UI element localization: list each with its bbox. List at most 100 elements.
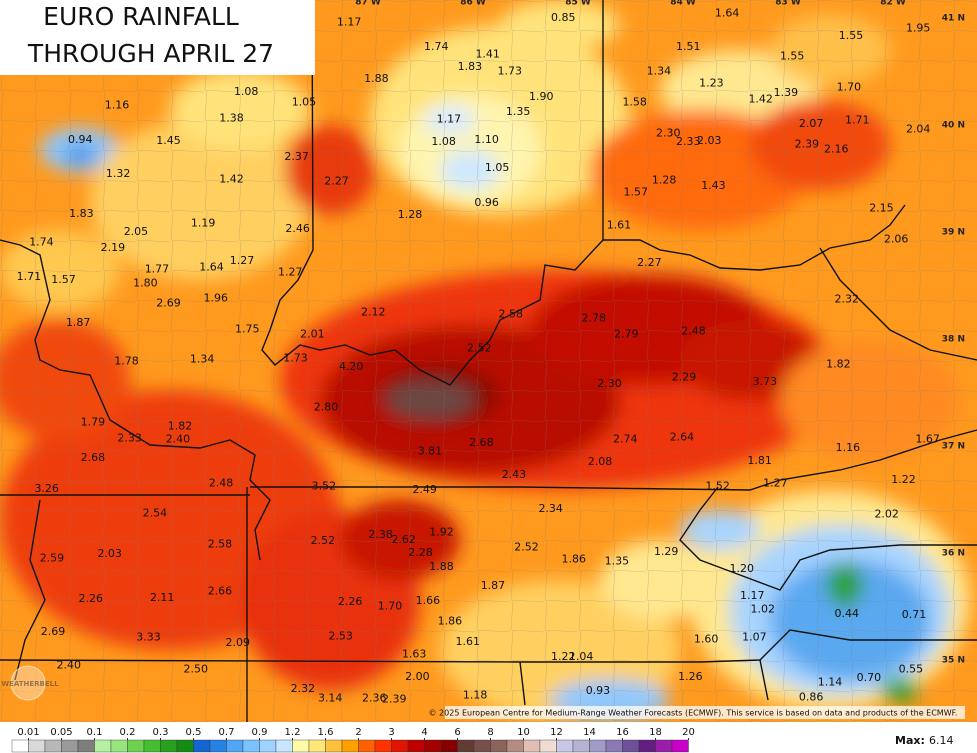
- rain-value: 2.26: [79, 592, 104, 605]
- colorbar-box: [490, 739, 508, 753]
- rain-value: 2.79: [614, 328, 639, 341]
- rain-value: 2.33: [117, 432, 142, 445]
- colorbar-label: 6: [454, 727, 460, 738]
- lat-tick-label: 40 N: [942, 121, 965, 131]
- colorbar-box: [292, 739, 310, 753]
- colorbar-box: [589, 739, 607, 753]
- colorbar-box: [308, 739, 326, 753]
- colorbar-label: 4: [421, 727, 427, 738]
- rain-value: 2.03: [97, 547, 122, 560]
- title-line: EURO RAINFALL: [43, 2, 239, 31]
- colorbar-label: 0.3: [153, 727, 169, 738]
- rain-value: 2.40: [166, 433, 191, 446]
- colorbar-box: [209, 739, 227, 753]
- colorbar-label: 0.9: [252, 727, 268, 738]
- rain-value: 2.74: [613, 433, 638, 446]
- rain-value: 1.39: [774, 86, 799, 99]
- rain-value: 2.52: [467, 342, 492, 355]
- colorbar-box: [539, 739, 557, 753]
- rain-value: 1.77: [145, 262, 170, 275]
- rain-value: 2.06: [884, 232, 909, 245]
- rain-value: 2.78: [582, 312, 607, 325]
- rain-value: 1.61: [456, 635, 481, 648]
- colorbar-box: [325, 739, 343, 753]
- rain-value: 2.28: [408, 546, 433, 559]
- rain-value: 1.83: [69, 207, 94, 220]
- rain-value: 2.01: [300, 328, 325, 341]
- colorbar-box: [110, 739, 128, 753]
- colorbar-label: 12: [550, 727, 563, 738]
- rain-value: 1.16: [836, 441, 861, 454]
- rain-value: 1.51: [676, 40, 701, 53]
- rain-value: 2.53: [328, 629, 353, 642]
- rain-value: 1.80: [133, 276, 158, 289]
- rain-value: 2.36: [362, 692, 387, 705]
- colorbar-box: [77, 739, 95, 753]
- rain-value: 1.57: [624, 185, 649, 198]
- rain-value: 2.00: [405, 670, 430, 683]
- colorbar-label: 20: [682, 727, 695, 738]
- rain-value: 1.28: [398, 208, 423, 221]
- rain-value: 1.74: [29, 236, 54, 249]
- rain-value: 0.96: [474, 196, 499, 209]
- rain-value: 0.71: [902, 608, 927, 621]
- lat-tick-label: 39 N: [942, 228, 965, 238]
- lat-tick-label: 35 N: [942, 656, 965, 666]
- rain-value: 2.33: [676, 135, 701, 148]
- colorbar-label: 1.2: [285, 727, 301, 738]
- rain-value: 4.20: [339, 360, 364, 373]
- rain-value: 2.49: [412, 483, 437, 496]
- rain-value: 1.08: [234, 85, 259, 98]
- colorbar-box: [11, 739, 29, 753]
- rain-value: 1.27: [278, 266, 303, 279]
- rain-value: 1.17: [337, 15, 362, 28]
- rain-value: 1.57: [51, 273, 76, 286]
- colorbar-box: [94, 739, 112, 753]
- rain-value: 1.52: [705, 480, 730, 493]
- rain-value: 0.86: [799, 690, 824, 703]
- rain-value: 1.35: [506, 105, 531, 118]
- credit-box: [445, 706, 965, 719]
- rain-value: 1.22: [551, 650, 576, 663]
- rainfall-field: [0, 0, 977, 722]
- rain-value: 1.42: [748, 92, 773, 105]
- rain-value: 0.44: [835, 607, 860, 620]
- rain-value: 2.39: [795, 137, 820, 150]
- rain-value: 1.70: [378, 600, 403, 613]
- rain-value: 1.16: [105, 99, 130, 112]
- rain-value: 2.68: [469, 436, 494, 449]
- rain-value: 2.29: [672, 371, 697, 384]
- rain-value: 3.73: [753, 375, 778, 388]
- rain-value: 2.52: [514, 541, 539, 554]
- rain-value: 1.67: [915, 433, 940, 446]
- colorbar-box: [275, 739, 293, 753]
- rain-value: 1.55: [839, 29, 864, 42]
- lat-tick-label: 36 N: [942, 549, 965, 559]
- colorbar-box: [457, 739, 475, 753]
- colorbar-label: 0.01: [17, 727, 39, 738]
- rain-value: 1.34: [190, 352, 215, 365]
- rain-value: 2.08: [588, 455, 613, 468]
- rain-value: 1.42: [219, 173, 244, 186]
- rain-value: 1.88: [364, 72, 389, 85]
- rain-value: 1.45: [156, 134, 181, 147]
- colorbar-label: 0.2: [120, 727, 136, 738]
- lat-tick-label: 41 N: [942, 14, 965, 24]
- rain-value: 1.87: [66, 316, 91, 329]
- colorbar-box: [242, 739, 260, 753]
- rain-value: 2.54: [143, 506, 168, 519]
- rain-value: 2.11: [150, 591, 175, 604]
- rain-value: 0.85: [551, 11, 576, 24]
- rain-value: 0.70: [857, 671, 882, 684]
- rain-value: 1.19: [191, 216, 216, 229]
- colorbar-box: [44, 739, 62, 753]
- rain-value: 1.26: [678, 670, 703, 683]
- rain-value: 0.94: [68, 133, 93, 146]
- rain-value: 1.17: [437, 113, 462, 126]
- rain-value: 0.93: [586, 684, 611, 697]
- colorbar-box: [127, 739, 145, 753]
- rain-value: 1.78: [114, 354, 139, 367]
- colorbar-box: [226, 739, 244, 753]
- rain-value: 2.27: [637, 256, 662, 269]
- rain-value: 1.23: [699, 76, 724, 89]
